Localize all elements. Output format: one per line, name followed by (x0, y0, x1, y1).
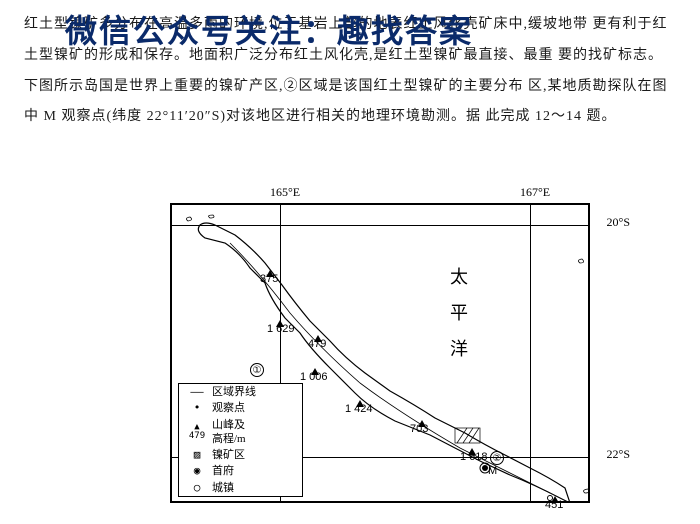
elevation-label: 451 (545, 499, 563, 511)
legend-label-town: 城镇 (212, 481, 299, 495)
lat-label-22: 22°S (607, 447, 630, 462)
map-legend: —— 区域界线 • 观察点 ▲ 479 山峰及 高程/m ▨ 镍矿区 ◉ 首府 … (178, 383, 303, 497)
legend-sym-obs: • (182, 401, 212, 415)
legend-sym-capital: ◉ (182, 464, 212, 478)
legend-sym-peak: ▲ 479 (182, 423, 212, 441)
legend-sym-boundary: —— (182, 385, 212, 399)
legend-label-mine: 镍矿区 (212, 448, 299, 462)
region-marker: ① (250, 363, 264, 377)
legend-sym-town: ○ (182, 481, 212, 495)
watermark-overlay: 微信公众号关注：趣找答案 (65, 6, 473, 52)
legend-row: —— 区域界线 (179, 384, 302, 400)
ocean-l2: 平 (450, 299, 476, 325)
parallel-20 (170, 225, 590, 226)
lat-label-20: 20°S (607, 215, 630, 230)
elevation-label: 1 006 (300, 371, 328, 383)
lon-label-167: 167°E (520, 185, 550, 200)
elevation-label: 1 424 (345, 403, 373, 415)
legend-sym-mine: ▨ (182, 448, 212, 462)
ocean-l1: 太 (450, 263, 476, 289)
elevation-label: 1 618 (460, 451, 488, 463)
map-figure: 165°E 167°E 20°S 22°S 太 平 洋 3751 629479①… (170, 185, 590, 505)
legend-label-peak: 山峰及 高程/m (212, 418, 299, 447)
elevation-label: 479 (308, 338, 326, 350)
legend-row: • 观察点 (179, 400, 302, 416)
legend-row: ○ 城镇 (179, 480, 302, 496)
legend-label-capital: 首府 (212, 464, 299, 478)
ocean-label: 太 平 洋 (450, 263, 476, 361)
legend-label-obs: 观察点 (212, 401, 299, 415)
legend-row: ▲ 479 山峰及 高程/m (179, 417, 302, 448)
legend-label-boundary: 区域界线 (212, 385, 299, 399)
elevation-label: M (488, 465, 497, 477)
para-line-5: 此完成 12～14 题。 (486, 109, 617, 124)
legend-row: ▨ 镍矿区 (179, 447, 302, 463)
legend-row: ◉ 首府 (179, 463, 302, 479)
elevation-label: 375 (260, 273, 278, 285)
elevation-label: 1 629 (267, 323, 295, 335)
ocean-l3: 洋 (450, 335, 476, 361)
region-marker: ② (490, 451, 504, 465)
elevation-label: 703 (410, 423, 428, 435)
lon-label-165: 165°E (270, 185, 300, 200)
meridian-167 (530, 203, 531, 503)
